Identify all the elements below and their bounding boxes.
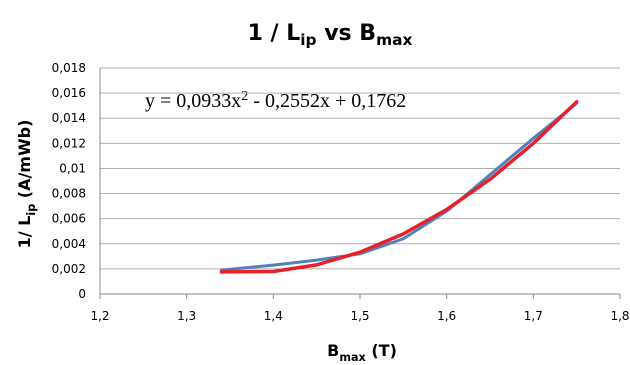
text-part: 1 / L (248, 21, 301, 46)
x-tick-label: 1,3 (177, 309, 196, 323)
text-part: y = 0,0933x (145, 90, 241, 112)
text-part: ip (300, 31, 316, 49)
text-part: 1/ L (15, 216, 34, 249)
y-tick-label: 0,002 (52, 262, 86, 276)
x-tick-label: 1,5 (350, 309, 369, 323)
text-part: 2 (241, 89, 248, 104)
text-part: vs B (317, 21, 377, 46)
text-part: - 0,2552x + 0,1762 (248, 90, 406, 112)
y-tick-label: 0,01 (59, 161, 86, 175)
text-part: B (327, 341, 339, 360)
x-axis-label: Bmax (T) (327, 341, 397, 364)
series-line (219, 100, 579, 274)
x-tick-label: 1,6 (437, 309, 456, 323)
x-tick-label: 1,4 (264, 309, 283, 323)
x-tick-label: 1,7 (524, 309, 543, 323)
y-tick-label: 0,012 (52, 136, 86, 150)
text-part: max (339, 351, 366, 364)
text-part: ip (25, 204, 38, 216)
series-line (219, 101, 579, 272)
text-part: (A/mWb) (15, 120, 34, 204)
equation: y = 0,0933x2 - 0,2552x + 0,1762 (145, 89, 406, 112)
y-tick-label: 0,004 (52, 237, 86, 251)
chart-title: 1 / Lip vs Bmax (248, 21, 413, 49)
y-tick-label: 0,014 (52, 111, 86, 125)
y-axis-label: 1/ Lip (A/mWb) (15, 120, 38, 249)
x-tick-label: 1,8 (610, 309, 629, 323)
y-tick-label: 0,008 (52, 187, 86, 201)
y-tick-label: 0,018 (52, 61, 86, 75)
text-part: max (376, 31, 412, 49)
text-part: (T) (366, 341, 397, 360)
y-tick-label: 0 (78, 287, 86, 301)
y-tick-label: 0,006 (52, 212, 86, 226)
y-tick-label: 0,016 (52, 86, 86, 100)
x-tick-label: 1,2 (90, 309, 109, 323)
